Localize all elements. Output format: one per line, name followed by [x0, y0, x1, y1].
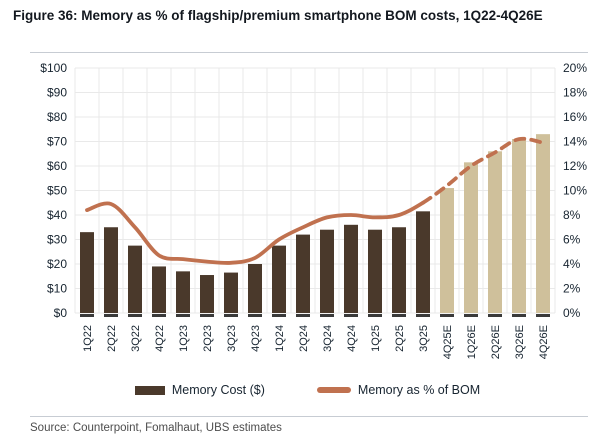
y-axis-right-tick: 0% [563, 306, 581, 320]
bar [128, 245, 142, 313]
bar [80, 232, 94, 313]
x-axis-tick-dash [536, 314, 550, 317]
x-axis-label: 2Q22 [106, 325, 118, 352]
legend-item-memory-cost: Memory Cost ($) [134, 383, 265, 397]
x-axis-tick-dash [272, 314, 286, 317]
x-axis-label: 2Q26E [490, 325, 502, 359]
line-series-swatch [316, 387, 351, 393]
x-axis-tick-dash [368, 314, 382, 317]
x-axis-label: 3Q24 [322, 325, 334, 352]
source-note: Source: Counterpoint, Fomalhaut, UBS est… [30, 422, 282, 434]
y-axis-left-tick: $90 [47, 86, 67, 100]
x-axis-label: 1Q22 [82, 325, 94, 352]
legend-item-memory-pct: Memory as % of BOM [316, 383, 481, 397]
x-axis-label: 2Q25 [394, 325, 406, 352]
bar [512, 139, 526, 313]
bar [176, 271, 190, 313]
y-axis-right-tick: 16% [563, 110, 587, 124]
x-axis-label: 4Q24 [346, 325, 358, 352]
x-axis-tick-dash [488, 314, 502, 317]
x-axis-tick-dash [320, 314, 334, 317]
x-axis-label: 2Q24 [298, 325, 310, 352]
x-axis-tick-dash [104, 314, 118, 317]
bar [248, 264, 262, 313]
chart-legend: Memory Cost ($) Memory as % of BOM [0, 383, 615, 397]
y-axis-right-tick: 2% [563, 282, 581, 296]
legend-label-memory-pct: Memory as % of BOM [357, 383, 481, 397]
x-axis-tick-dash [464, 314, 478, 317]
x-axis-tick-dash [200, 314, 214, 317]
memory-bom-chart: $0 0% $10 2% $20 4% $30 6% $40 8% $50 10% $60 12% $70 1… [40, 61, 587, 359]
y-axis-left-tick: $80 [47, 110, 67, 124]
y-axis-right-tick: 14% [563, 135, 587, 149]
x-axis-tick-dash [440, 314, 454, 317]
bar [536, 134, 550, 313]
bom-line-dashed-estimate [421, 136, 545, 205]
bar [344, 224, 358, 313]
x-axis-tick-dash [152, 314, 166, 317]
x-axis-tick-dash [416, 314, 430, 317]
x-axis-label: 2Q23 [202, 325, 214, 352]
bar [392, 227, 406, 313]
x-axis-label: 3Q26E [514, 325, 526, 359]
bar [272, 245, 286, 313]
y-axis-right-tick: 10% [563, 184, 587, 198]
y-axis-left-tick: $40 [47, 208, 67, 222]
x-axis-label: 1Q24 [274, 325, 286, 352]
x-axis-tick-dash [128, 314, 142, 317]
y-axis-right-tick: 12% [563, 159, 587, 173]
y-axis-left-tick: $20 [47, 257, 67, 271]
y-axis-left-tick: $70 [47, 135, 67, 149]
bar [440, 188, 454, 313]
x-axis-label: 4Q25E [442, 325, 454, 359]
x-axis-tick-dash [248, 314, 262, 317]
bar [152, 266, 166, 313]
x-axis-tick-dash [176, 314, 190, 317]
bar [416, 211, 430, 313]
y-axis-left-tick: $60 [47, 159, 67, 173]
y-axis-right-tick: 20% [563, 61, 587, 75]
bar [320, 229, 334, 313]
bom-line-solid [85, 200, 425, 265]
x-axis-label: 1Q25 [370, 325, 382, 352]
x-axis-label: 1Q26E [466, 325, 478, 359]
y-axis-left-tick: $100 [40, 61, 67, 75]
bar [464, 162, 478, 313]
y-axis-right-tick: 6% [563, 233, 581, 247]
y-axis-left-tick: $30 [47, 233, 67, 247]
x-axis-label: 3Q22 [130, 325, 142, 352]
x-axis-tick-dash [80, 314, 94, 317]
y-axis-left-tick: $10 [47, 282, 67, 296]
y-axis-right-tick: 4% [563, 257, 581, 271]
x-axis-tick-dash [344, 314, 358, 317]
x-axis-tick-dash [224, 314, 238, 317]
footer-divider [30, 416, 588, 417]
x-axis-label: 4Q22 [154, 325, 166, 352]
title-divider [30, 52, 588, 53]
bar [224, 272, 238, 313]
bar-series-swatch [134, 385, 165, 395]
bar [488, 151, 502, 313]
y-axis-left-tick: $50 [47, 184, 67, 198]
bar [200, 275, 214, 313]
y-axis-right-tick: 8% [563, 208, 581, 222]
bar [368, 229, 382, 313]
figure-title: Figure 36: Memory as % of flagship/premi… [13, 8, 543, 23]
x-axis-tick-dash [392, 314, 406, 317]
y-axis-left-tick: $0 [54, 306, 68, 320]
bar [296, 234, 310, 313]
legend-label-memory-cost: Memory Cost ($) [171, 383, 265, 397]
x-axis-label: 1Q23 [178, 325, 190, 352]
x-axis-tick-dash [512, 314, 526, 317]
x-axis-label: 4Q23 [250, 325, 262, 352]
y-axis-right-tick: 18% [563, 86, 587, 100]
x-axis-tick-dash [296, 314, 310, 317]
x-axis-label: 4Q26E [538, 325, 550, 359]
bar [104, 227, 118, 313]
x-axis-label: 3Q25 [418, 325, 430, 352]
x-axis-label: 3Q23 [226, 325, 238, 352]
